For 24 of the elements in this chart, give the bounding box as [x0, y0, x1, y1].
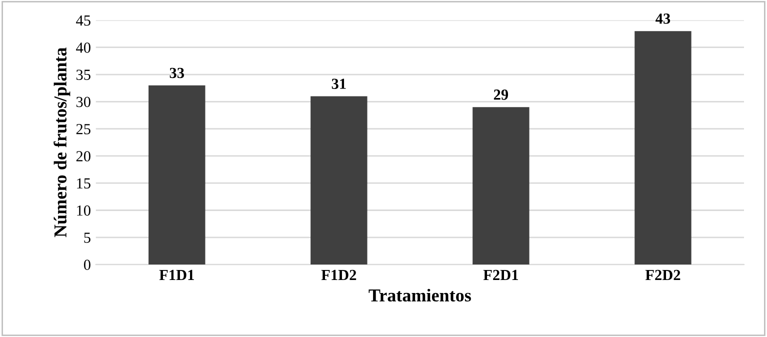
data-label: 33	[170, 68, 184, 78]
data-label: 31	[332, 78, 346, 89]
x-axis-title: Tratamientos	[368, 288, 471, 302]
y-tick-label: 35	[76, 70, 90, 80]
x-tick-label: F2D2	[645, 270, 680, 280]
x-tick-label: F2D1	[483, 270, 518, 280]
data-label: 29	[494, 90, 508, 100]
y-tick-label: 5	[84, 232, 90, 243]
y-tick-label: 30	[76, 96, 90, 108]
y-tick-label: 10	[77, 205, 90, 216]
bar	[148, 85, 206, 265]
bar	[472, 107, 530, 265]
data-label: 43	[656, 14, 670, 24]
y-tick-label: 45	[76, 15, 90, 26]
y-axis-title: Número de frutos/planta	[54, 48, 70, 238]
y-tick-label: 25	[76, 124, 90, 134]
y-tick-label: 0	[84, 260, 90, 270]
x-tick-label: F1D1	[159, 270, 194, 280]
x-tick-label: F1D2	[321, 270, 356, 280]
bar	[634, 31, 692, 265]
y-tick-label: 20	[76, 151, 90, 162]
y-tick-label: 40	[76, 42, 90, 53]
y-tick-label: 15	[77, 178, 90, 189]
bar	[310, 96, 368, 265]
